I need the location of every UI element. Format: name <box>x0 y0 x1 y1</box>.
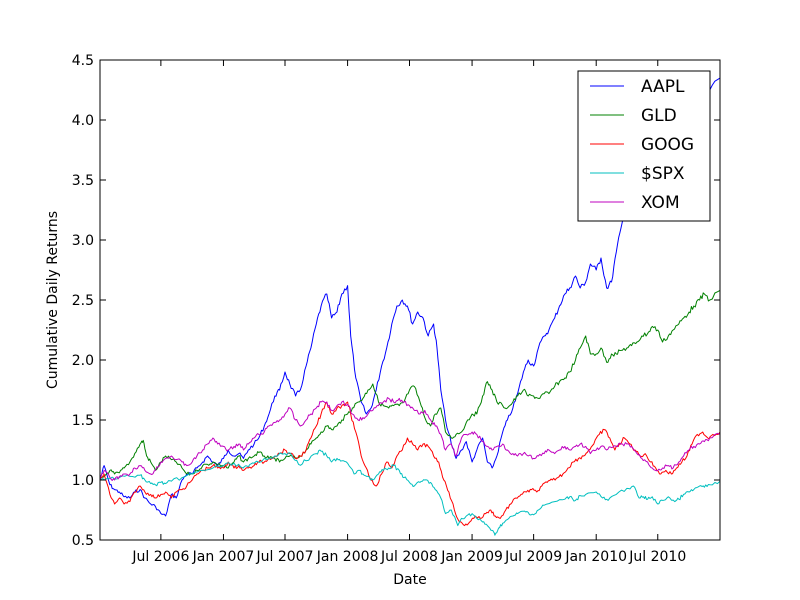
x-tick-label: Jul 2009 <box>504 549 562 565</box>
y-tick-label: 3.0 <box>72 233 94 249</box>
y-tick-label: 3.5 <box>72 173 94 189</box>
y-tick-label: 1.5 <box>72 413 94 429</box>
x-tick-label: Jan 2008 <box>316 549 379 565</box>
y-tick-label: 1.0 <box>72 473 94 489</box>
x-tick-label: Jul 2007 <box>256 549 314 565</box>
y-tick-label: 2.0 <box>72 353 94 369</box>
legend-label: $SPX <box>641 164 685 184</box>
legend-label: XOM <box>641 193 680 213</box>
x-tick-label: Jan 2010 <box>564 549 627 565</box>
x-tick-label: Jan 2009 <box>440 549 503 565</box>
x-axis-label: Date <box>393 572 426 588</box>
y-tick-label: 4.0 <box>72 113 94 129</box>
x-tick-label: Jul 2008 <box>380 549 438 565</box>
series-line-xom <box>100 397 720 481</box>
series-line-aapl <box>100 77 720 517</box>
legend: AAPL GLD GOOG $SPX XOM <box>577 70 711 222</box>
legend-box <box>577 70 711 222</box>
y-axis-label: Cumulative Daily Returns <box>45 211 61 389</box>
y-tick-label: 4.5 <box>72 53 94 69</box>
y-tick-label: 2.5 <box>72 293 94 309</box>
series-line-spx <box>100 449 720 536</box>
y-tick-label: 0.5 <box>72 533 94 549</box>
x-tick-label: Jul 2006 <box>131 549 189 565</box>
legend-label: GOOG <box>641 135 694 155</box>
legend-label: AAPL <box>641 77 685 97</box>
x-tick-label: Jan 2007 <box>192 549 255 565</box>
legend-label: GLD <box>641 106 677 126</box>
series-layer <box>100 77 720 536</box>
x-tick-label: Jul 2010 <box>628 549 686 565</box>
